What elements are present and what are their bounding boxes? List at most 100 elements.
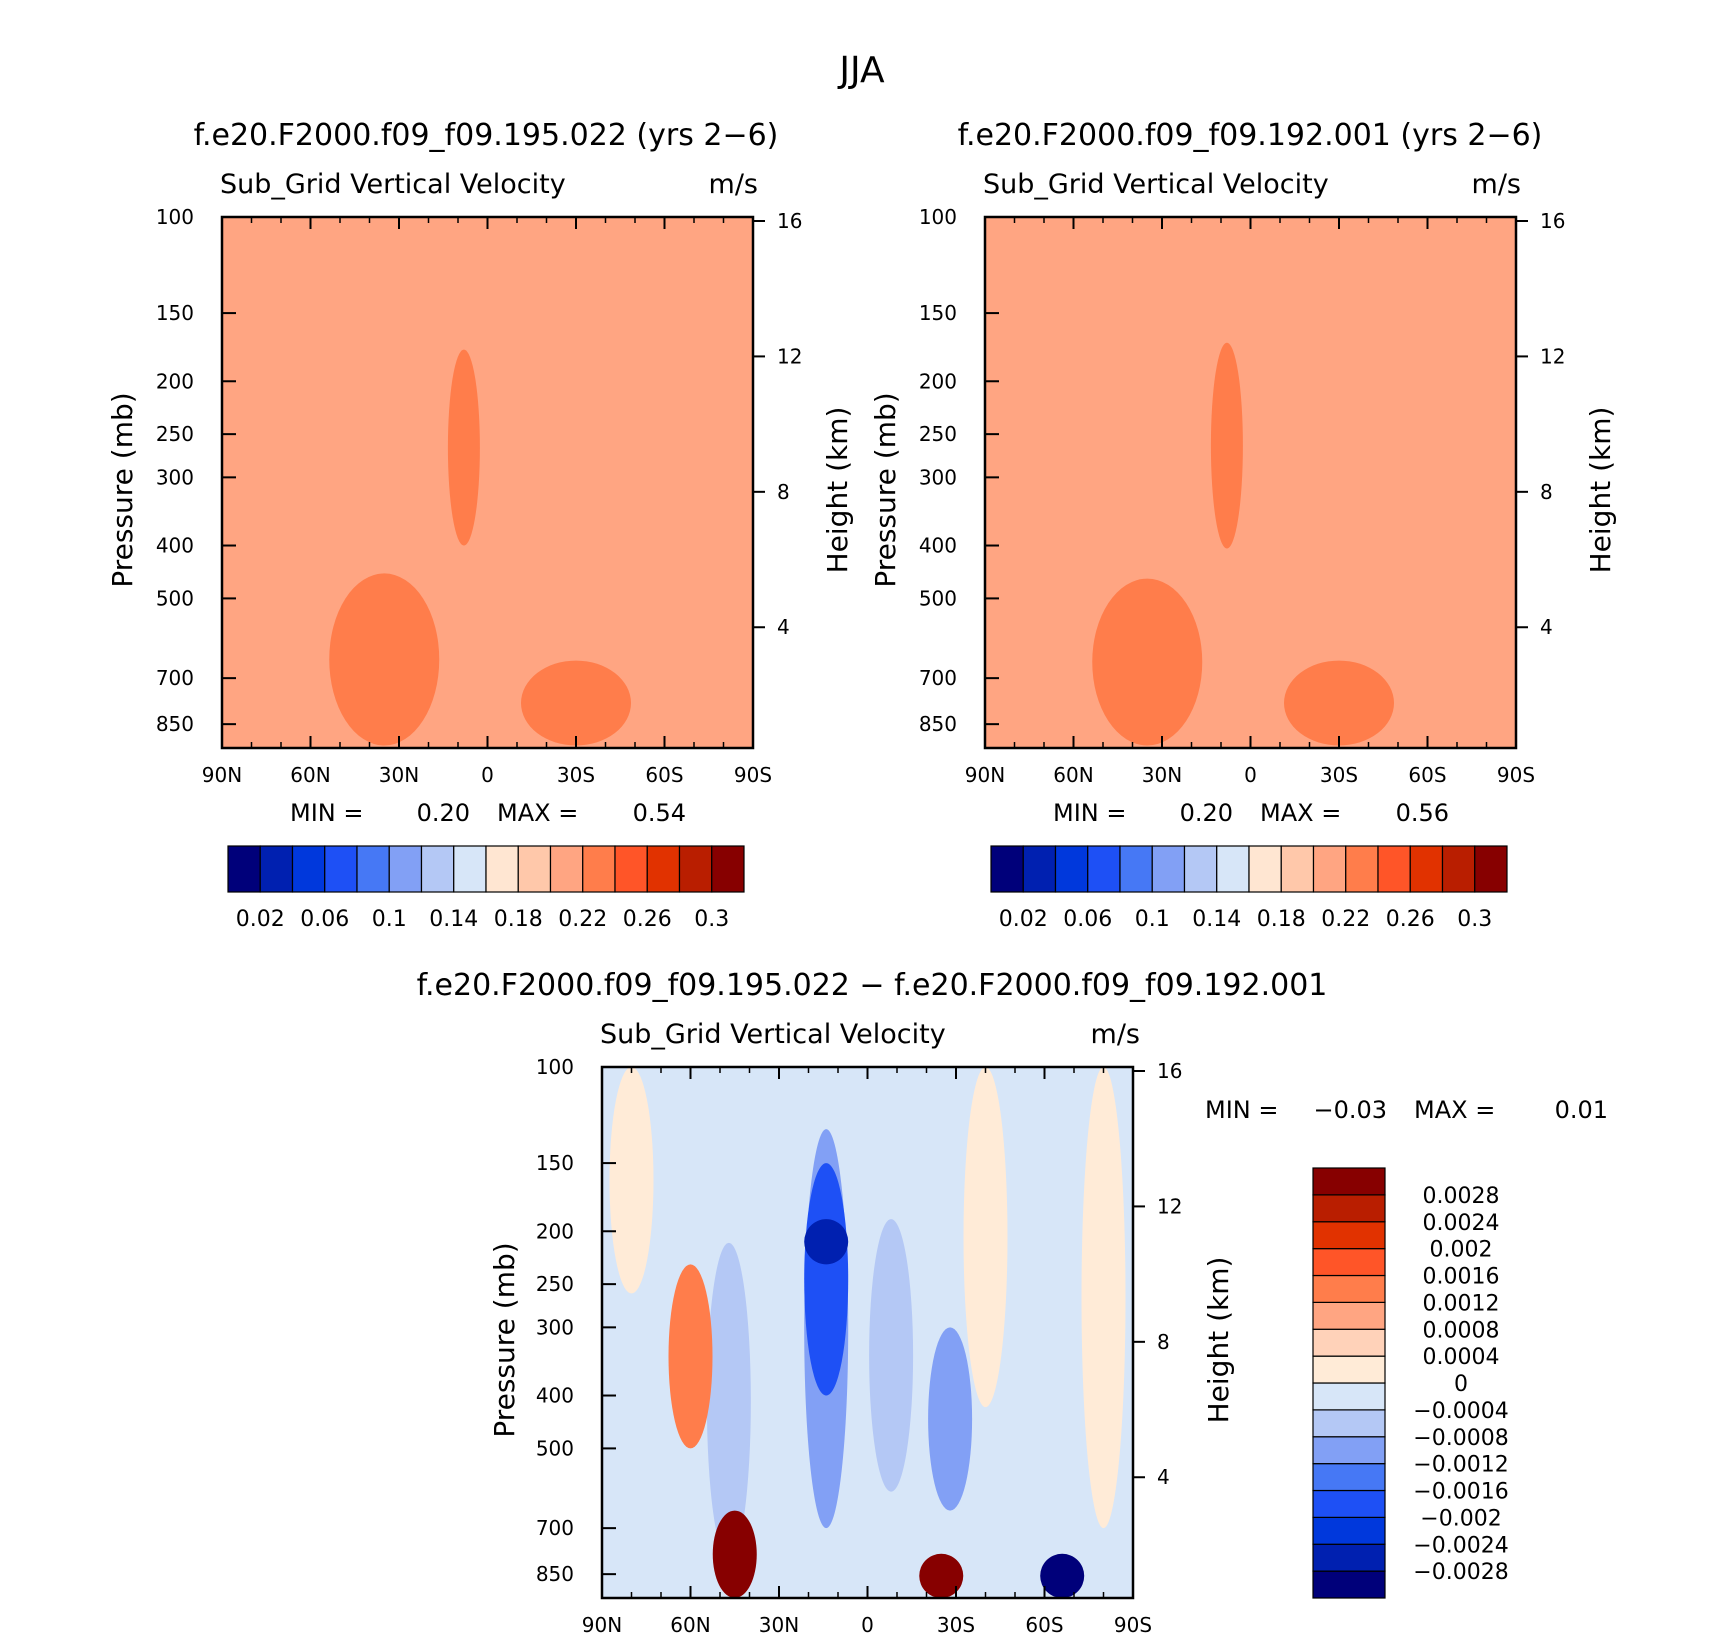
colorbar-box <box>1474 845 1508 893</box>
y-tick-label: 700 <box>156 666 194 690</box>
panel1-max-label: MAX = <box>497 799 578 827</box>
colorbar-box <box>990 845 1024 893</box>
colorbar-box <box>1441 845 1476 893</box>
colorbar-box <box>1312 1221 1386 1250</box>
colorbar-box <box>227 845 261 893</box>
y-tick-label: 100 <box>919 205 957 229</box>
colorbar-box <box>711 845 745 893</box>
panel-difference: f.e20.F2000.f09_f09.195.022 − f.e20.F200… <box>417 968 1608 1637</box>
y-tick-label: 400 <box>156 534 194 558</box>
x-tick-label: 60S <box>645 763 683 787</box>
y-tick-label: 500 <box>536 1436 574 1460</box>
x-tick-label: 90S <box>734 763 772 787</box>
y-tick-label: 200 <box>156 369 194 393</box>
y-tick-label: 300 <box>536 1315 574 1339</box>
colorbar-label: 0.02 <box>236 907 285 932</box>
colorbar-label: 0.3 <box>1457 907 1492 932</box>
colorbar-box <box>1248 845 1282 893</box>
panel1-colorbar: 0.02 0.06 0.1 0.14 0.18 0.22 0.26 0.3 <box>227 845 745 932</box>
colorbar-label: 0.22 <box>1321 907 1370 932</box>
colorbar-box <box>291 845 326 893</box>
colorbar-box <box>324 845 358 893</box>
contour-fill <box>985 217 1516 748</box>
y-tick-label: 500 <box>919 586 957 610</box>
colorbar-label: 0.14 <box>429 907 478 932</box>
contour-feature <box>1040 1553 1085 1598</box>
panel3-colorbar: 0.00280.00240.0020.00160.00120.00080.000… <box>1312 1167 1509 1599</box>
panel1-min-label: MIN = <box>290 799 363 827</box>
y-tick-label: 250 <box>919 422 957 446</box>
colorbar-box <box>1312 1355 1386 1384</box>
colorbar-label: 0.0008 <box>1423 1318 1500 1343</box>
panel2-colorbar: 0.02 0.06 0.1 0.14 0.18 0.22 0.26 0.3 <box>990 845 1508 932</box>
panel3-max-label: MAX = <box>1414 1096 1495 1124</box>
colorbar-label: 0.06 <box>300 907 349 932</box>
colorbar-box <box>453 845 487 893</box>
colorbar-box <box>485 845 519 893</box>
x-tick-label: 0 <box>481 763 494 787</box>
panel-control-195: f.e20.F2000.f09_f09.195.022 (yrs 2−6) Su… <box>106 118 854 932</box>
x-tick-label: 30N <box>1142 763 1182 787</box>
y2-tick-label: 16 <box>1540 209 1565 233</box>
x-tick-label: 30N <box>759 1613 799 1637</box>
colorbar-box <box>549 845 584 893</box>
panel2-min-label: MIN = <box>1053 799 1126 827</box>
x-tick-label: 30S <box>1320 763 1358 787</box>
x-tick-label: 90N <box>202 763 242 787</box>
colorbar-label: 0.02 <box>999 907 1048 932</box>
y-tick-label: 500 <box>156 586 194 610</box>
panel2-max-value: 0.56 <box>1396 799 1449 827</box>
contour-background <box>985 217 1516 748</box>
figure-title: JJA <box>837 50 885 91</box>
colorbar-label: 0.3 <box>694 907 729 932</box>
colorbar-label: 0 <box>1454 1372 1468 1397</box>
colorbar-label: 0.26 <box>1386 907 1435 932</box>
panel3-y2-axis-label: Height (km) <box>1202 1257 1235 1424</box>
contour-feature <box>804 1163 849 1396</box>
y-tick-label: 100 <box>536 1055 574 1079</box>
x-tick-label: 60S <box>1408 763 1446 787</box>
colorbar-box <box>1409 845 1444 893</box>
panel3-title: f.e20.F2000.f09_f09.195.022 − f.e20.F200… <box>417 968 1328 1003</box>
panel-experiment-192: f.e20.F2000.f09_f09.192.001 (yrs 2−6) Su… <box>869 118 1617 932</box>
colorbar-label: −0.0012 <box>1413 1453 1508 1478</box>
colorbar-box <box>1087 845 1121 893</box>
x-tick-label: 60N <box>1053 763 1093 787</box>
contour-feature <box>712 1510 757 1598</box>
contour-feature <box>329 573 440 746</box>
y2-tick-label: 12 <box>1157 1194 1182 1218</box>
x-tick-label: 60N <box>670 1613 710 1637</box>
colorbar-label: 0.14 <box>1192 907 1241 932</box>
contour-fill <box>602 1067 1133 1598</box>
y2-tick-label: 8 <box>1540 480 1553 504</box>
colorbar-box <box>1216 845 1250 893</box>
colorbar-box <box>1312 1570 1386 1599</box>
contour-feature <box>668 1264 713 1449</box>
contour-feature <box>919 1553 964 1598</box>
colorbar-label: 0.0016 <box>1423 1265 1500 1290</box>
colorbar-box <box>678 845 713 893</box>
colorbar-label: 0.26 <box>623 907 672 932</box>
colorbar-label: −0.0028 <box>1413 1560 1508 1585</box>
colorbar-label: −0.002 <box>1420 1506 1501 1531</box>
panel1-min-value: 0.20 <box>417 799 470 827</box>
colorbar-box <box>1312 1543 1386 1572</box>
x-tick-label: 30S <box>937 1613 975 1637</box>
colorbar-box <box>614 845 648 893</box>
colorbar-label: 0.06 <box>1063 907 1112 932</box>
y2-tick-label: 4 <box>1157 1465 1170 1489</box>
colorbar-box <box>1312 1194 1386 1223</box>
y-tick-label: 400 <box>919 534 957 558</box>
panel1-max-value: 0.54 <box>633 799 686 827</box>
panel3-units-label: m/s <box>1091 1019 1140 1050</box>
y2-tick-label: 16 <box>777 209 802 233</box>
contour-feature <box>963 1067 1008 1408</box>
contour-feature <box>1081 1067 1126 1529</box>
colorbar-label: 0.0028 <box>1423 1184 1500 1209</box>
x-tick-label: 30N <box>379 763 419 787</box>
panel2-units-label: m/s <box>1472 169 1521 200</box>
y-tick-label: 400 <box>536 1384 574 1408</box>
panel2-title: f.e20.F2000.f09_f09.192.001 (yrs 2−6) <box>958 118 1543 153</box>
colorbar-box <box>1312 1463 1386 1492</box>
colorbar-box <box>1312 845 1347 893</box>
